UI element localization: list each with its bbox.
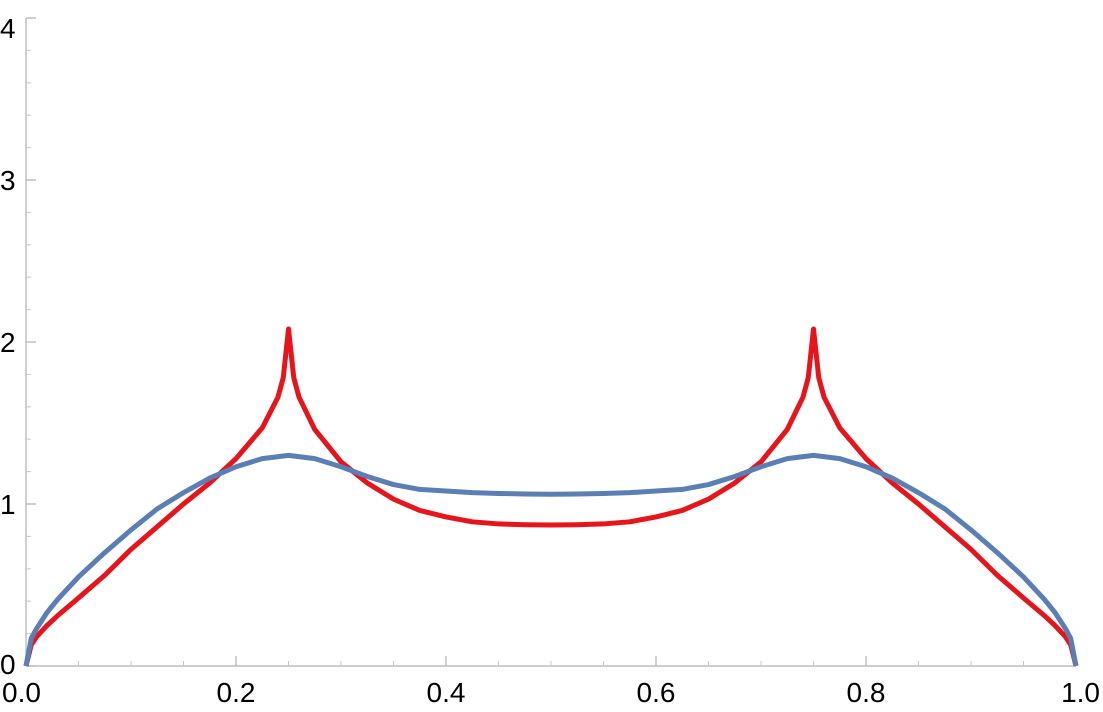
x-tick-label: 0.8 [847,677,886,708]
x-tick-label: 0.2 [217,677,256,708]
x-tick-label: 0.4 [427,677,466,708]
y-tick-label: 4 [0,13,16,44]
series-group [23,326,1079,667]
tick-labels: 0.0 0.2 0.4 0.6 0.8 1.0 0 1 2 3 4 [0,13,1100,708]
y-tick-label: 0 [0,649,16,680]
y-tick-label: 3 [0,165,16,196]
x-tick-label: 1.0 [1061,677,1100,708]
series-line-2 [23,452,1079,667]
x-tick-label: 0.0 [2,677,41,708]
y-tick-label: 2 [0,327,16,358]
x-tick-label: 0.6 [637,677,676,708]
series-line-1 [23,326,1079,667]
axes [25,17,1077,667]
y-tick-label: 1 [0,489,16,520]
